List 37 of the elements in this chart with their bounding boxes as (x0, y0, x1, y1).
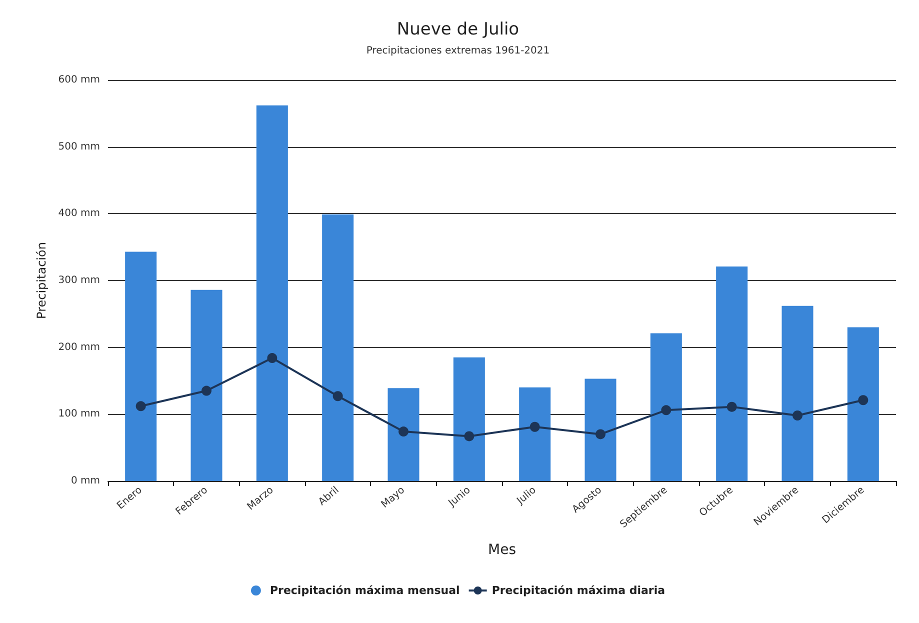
point (332, 391, 343, 402)
y-tick-label: 500 mm (58, 141, 100, 152)
bar (519, 387, 551, 481)
bar (453, 357, 485, 481)
legend-label: Precipitación máxima mensual (270, 584, 460, 597)
y-tick-label: 300 mm (58, 275, 100, 286)
point (792, 410, 802, 420)
point (136, 401, 146, 412)
bar (190, 290, 222, 481)
bar (584, 378, 616, 481)
bar (388, 388, 420, 481)
point (530, 422, 540, 432)
point (726, 402, 737, 412)
y-tick-label: 100 mm (58, 408, 100, 420)
point (202, 386, 212, 396)
point (661, 405, 672, 416)
bar (125, 252, 157, 481)
bar (650, 333, 682, 481)
y-tick-label: 600 mm (58, 74, 100, 86)
legend-label: Precipitación máxima diaria (492, 584, 666, 597)
point (398, 426, 408, 437)
bar (256, 105, 288, 481)
chart-subtitle: Precipitaciones extremas 1961-2021 (366, 46, 550, 56)
bar (322, 214, 354, 481)
x-axis-title: Mes (488, 542, 516, 558)
y-tick-label: 0 mm (70, 476, 100, 486)
bar (847, 327, 879, 481)
point (596, 429, 606, 440)
point (858, 395, 868, 406)
y-tick-label: 400 mm (58, 208, 100, 220)
y-tick-label: 200 mm (58, 342, 100, 353)
bar (782, 306, 814, 481)
point (267, 353, 278, 364)
bar (716, 266, 748, 481)
chart-title: Nueve de Julio (396, 20, 520, 40)
point (464, 431, 474, 442)
y-axis-title: Precipitación (34, 242, 48, 319)
